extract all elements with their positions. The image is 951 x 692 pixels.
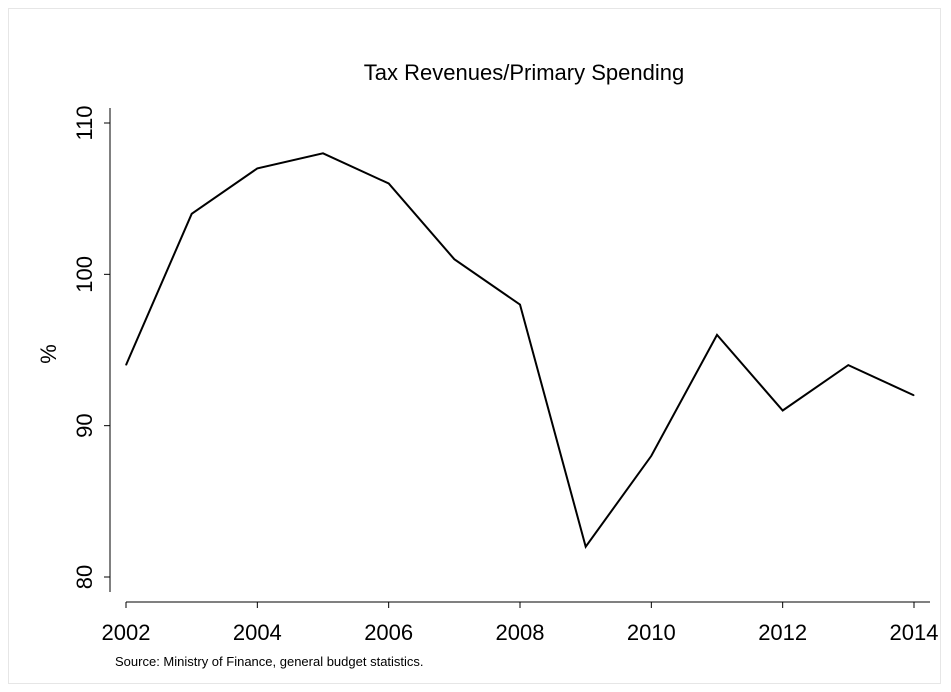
x-tick-label: 2002 bbox=[102, 620, 151, 645]
x-tick-label: 2008 bbox=[496, 620, 545, 645]
x-tick-label: 2006 bbox=[364, 620, 413, 645]
data-point bbox=[388, 183, 390, 185]
series-line bbox=[125, 152, 915, 549]
y-tick-label: 110 bbox=[72, 105, 97, 140]
x-tick-label: 2010 bbox=[627, 620, 676, 645]
data-point bbox=[125, 364, 127, 366]
data-point bbox=[256, 167, 258, 169]
y-tick-group: 80 90 100 110 bbox=[72, 105, 110, 589]
data-point bbox=[913, 394, 915, 396]
x-tick-group: 2002 2004 2006 2008 2010 2012 2014 bbox=[102, 602, 939, 645]
data-point bbox=[847, 364, 849, 366]
x-tick-label: 2014 bbox=[890, 620, 939, 645]
x-tick-label: 2004 bbox=[233, 620, 282, 645]
data-point bbox=[585, 546, 587, 548]
y-tick-label: 90 bbox=[72, 413, 97, 437]
source-note: Source: Ministry of Finance, general bud… bbox=[115, 654, 424, 669]
data-point bbox=[519, 304, 521, 306]
data-point bbox=[782, 410, 784, 412]
y-axis-label: % bbox=[36, 344, 61, 364]
chart-frame bbox=[8, 8, 941, 684]
y-tick-label: 100 bbox=[72, 256, 97, 293]
data-point bbox=[453, 258, 455, 260]
chart-title: Tax Revenues/Primary Spending bbox=[364, 60, 684, 85]
y-tick-label: 80 bbox=[72, 565, 97, 589]
x-tick-label: 2012 bbox=[758, 620, 807, 645]
data-point bbox=[716, 334, 718, 336]
data-point bbox=[650, 455, 652, 457]
data-point bbox=[191, 213, 193, 215]
data-point bbox=[322, 152, 324, 154]
